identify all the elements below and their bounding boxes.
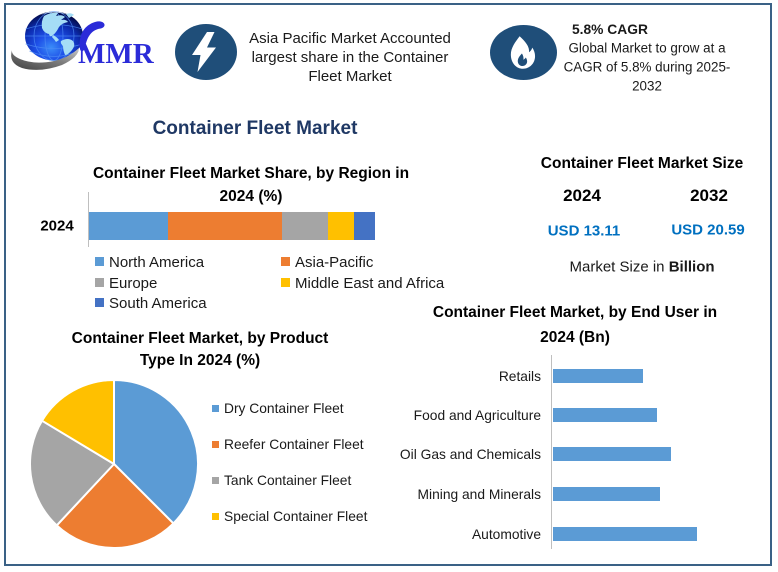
svg-text:MMR: MMR: [78, 38, 155, 70]
